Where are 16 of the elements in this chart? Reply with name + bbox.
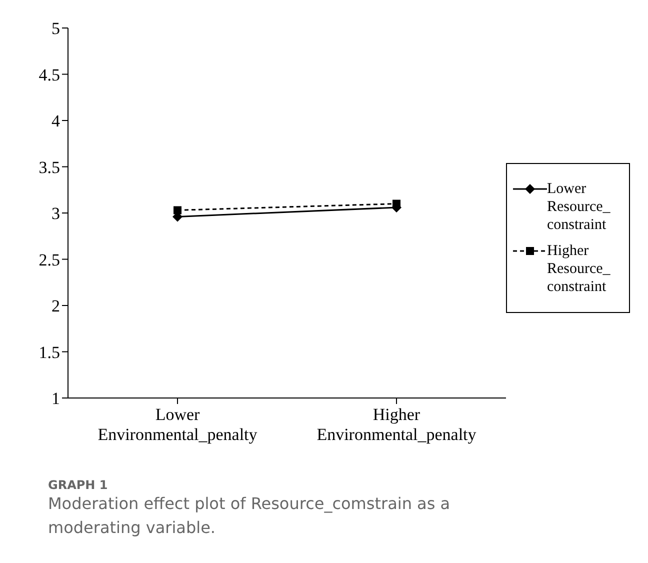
y-tick-label: 4	[52, 112, 60, 131]
text: Moderation effect plot of Resource_comstrain as a moderating variable.	[48, 493, 452, 539]
y-tick-label: 3	[52, 204, 60, 224]
x-tick-label: Higher Environmental_penalty	[316, 405, 477, 444]
y-tick-label: 5	[52, 19, 60, 38]
y-tick-label: 3.5	[38, 158, 60, 177]
x-tick-label: Lower Environmental_penalty	[98, 405, 258, 444]
y-tick-label: 2.5	[38, 250, 60, 270]
point	[174, 206, 182, 214]
y-tick-label: 4.5	[38, 65, 60, 84]
caption: GRAPH 1	[48, 478, 109, 492]
y-tick-label: 2	[52, 296, 60, 316]
y-tick-label: 1	[52, 389, 60, 408]
y-tick-label: 1.5	[38, 342, 60, 362]
legend-label: Lower Resource_ constraint	[547, 180, 612, 234]
legend-label: Higher Resource_ constraint	[547, 242, 612, 296]
